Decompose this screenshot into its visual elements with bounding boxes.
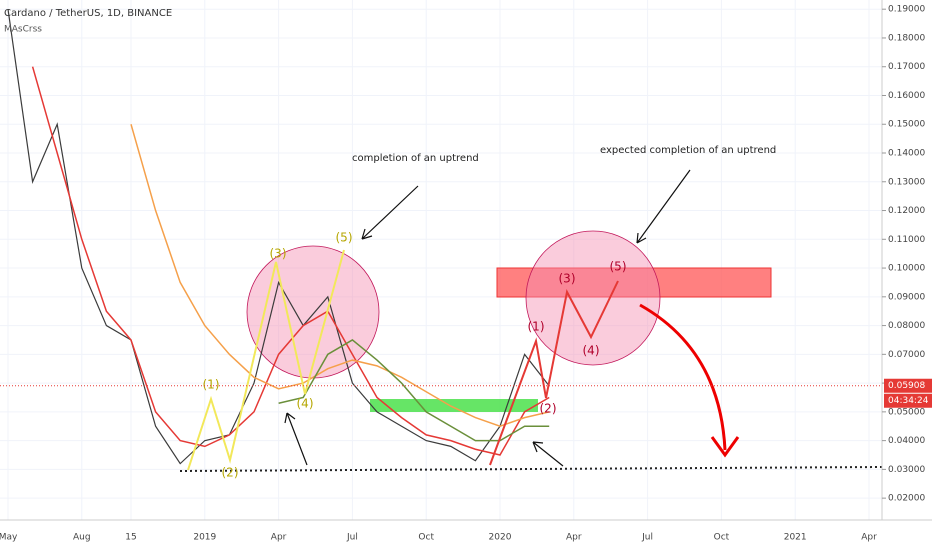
y-tick-label: 0.14000 [888,149,925,159]
series-line [130,124,550,428]
wave-label: (3) [559,272,576,286]
last-price-label: 0.05908 [888,381,925,391]
x-tick-label: Oct [714,533,730,543]
y-tick-label: 0.13000 [888,177,925,187]
x-tick-label: May [0,533,18,543]
support-zone [370,399,538,412]
x-tick-label: Apr [566,533,582,543]
x-tick-label: Jul [346,533,358,543]
y-tick-label: 0.19000 [888,5,925,15]
y-tick-label: 0.11000 [888,235,925,245]
series-line [31,66,550,456]
y-tick-label: 0.05000 [888,407,925,417]
arrow [361,185,419,240]
y-tick-label: 0.16000 [888,91,925,101]
last-price-box [884,378,932,393]
y-tick-label: 0.10000 [888,264,925,274]
y-tick-label: 0.12000 [888,206,925,216]
x-tick-label: Aug [73,533,91,543]
wave-yellow [187,249,345,471]
annotation: completion of an uptrend [352,153,479,164]
countdown-box [884,393,932,408]
x-tick-label: Apr [271,533,287,543]
annotation: expected completion of an uptrend [600,145,776,156]
wave-label: (4) [297,397,314,411]
x-tick-label: 2019 [193,533,216,543]
red-arrow [639,303,727,451]
y-tick-label: 0.04000 [888,436,925,446]
wave-label: (3) [270,247,287,261]
wave-red [489,280,619,466]
wave-label: (2) [222,466,239,480]
arrow [636,169,691,244]
arrows [284,169,691,467]
y-tick-label: 0.02000 [888,494,925,504]
y-tick-label: 0.09000 [888,292,925,302]
wave-label: (1) [528,320,545,334]
x-tick-label: 2021 [784,533,807,543]
x-tick-label: Jul [641,533,653,543]
y-tick-label: 0.08000 [888,321,925,331]
wave-label: (5) [336,231,353,245]
support-line [179,466,883,472]
axis-group: 0.020000.030000.040000.050000.060000.070… [0,5,932,543]
x-tick-label: 2020 [489,533,512,543]
series-group [7,9,550,465]
circle-completed [246,245,380,379]
y-tick-label: 0.03000 [888,465,925,475]
y-tick-label: 0.18000 [888,33,925,43]
wave-label: (2) [540,402,557,416]
resistance-zone [496,267,772,298]
arrow [284,412,308,466]
series-line [7,9,550,465]
y-tick-label: 0.07000 [888,350,925,360]
countdown-label: 04:34:24 [888,396,929,406]
wave-label: (4) [583,344,600,358]
wave-label: (5) [610,260,627,274]
arrow [532,441,564,467]
chart-subtitle: MAsCrss [4,25,42,35]
x-tick-label: Apr [861,533,877,543]
x-tick-label: Oct [418,533,434,543]
wave-label: (1) [203,378,220,392]
y-tick-label: 0.17000 [888,62,925,72]
y-tick-label: 0.15000 [888,120,925,130]
series-line [278,339,550,442]
red-arrow-head [710,436,740,458]
x-tick-label: 15 [125,533,136,543]
chart-title: Cardano / TetherUS, 1D, BINANCE [4,8,172,19]
